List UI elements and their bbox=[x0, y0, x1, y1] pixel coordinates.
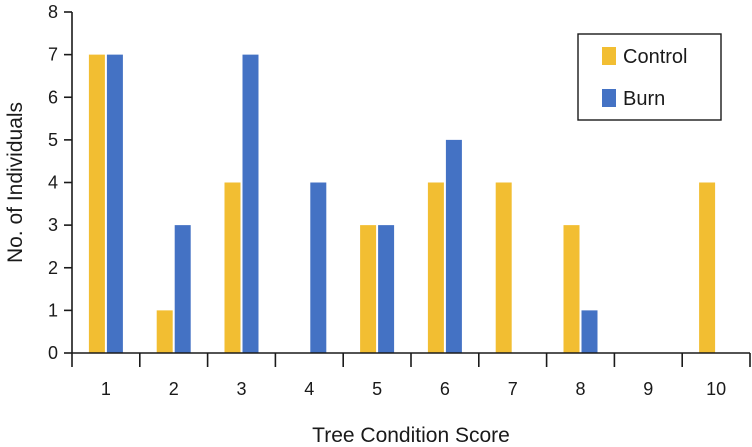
y-axis: 0 1 2 3 4 5 6 7 8 bbox=[48, 2, 73, 363]
bar-burn-2 bbox=[174, 225, 191, 353]
x-tick-label: 8 bbox=[575, 379, 585, 399]
legend-swatch-control bbox=[602, 47, 616, 65]
bar-control-2 bbox=[156, 310, 173, 353]
y-tick-label: 3 bbox=[48, 215, 58, 235]
bar-control-3 bbox=[224, 182, 241, 353]
y-tick-label: 8 bbox=[48, 2, 58, 22]
bar-control-1 bbox=[88, 54, 105, 353]
y-tick-label: 2 bbox=[48, 258, 58, 278]
x-tick-label: 5 bbox=[372, 379, 382, 399]
bar-control-10 bbox=[699, 182, 716, 353]
bar-burn-1 bbox=[106, 54, 123, 353]
legend-box bbox=[577, 33, 722, 121]
y-tick-label: 6 bbox=[48, 87, 58, 107]
x-tick-label: 4 bbox=[304, 379, 314, 399]
x-tick-label: 9 bbox=[643, 379, 653, 399]
y-axis-title: No. of Individuals bbox=[4, 102, 27, 263]
x-tick-label: 2 bbox=[169, 379, 179, 399]
y-tick-label: 0 bbox=[48, 343, 58, 363]
legend-label-burn: Burn bbox=[623, 88, 665, 110]
x-tick-label: 1 bbox=[101, 379, 111, 399]
bar-control-8 bbox=[563, 225, 580, 353]
bar-burn-3 bbox=[242, 54, 259, 353]
bar-burn-6 bbox=[445, 139, 462, 353]
bar-control-7 bbox=[495, 182, 512, 353]
y-tick-label: 1 bbox=[48, 300, 58, 320]
bar-control-5 bbox=[360, 225, 377, 353]
y-tick-label: 7 bbox=[48, 45, 58, 65]
bar-burn-4 bbox=[310, 182, 327, 353]
legend-label-control: Control bbox=[623, 46, 687, 68]
bar-burn-8 bbox=[581, 310, 598, 353]
x-tick-label: 10 bbox=[706, 379, 726, 399]
bars-group bbox=[88, 54, 716, 353]
legend: Control Burn bbox=[577, 33, 722, 121]
y-tick-label: 5 bbox=[48, 130, 58, 150]
x-axis: 1 2 3 4 5 6 7 8 9 10 bbox=[71, 352, 751, 399]
x-tick-label: 7 bbox=[508, 379, 518, 399]
legend-swatch-burn bbox=[602, 89, 616, 107]
x-tick-label: 6 bbox=[440, 379, 450, 399]
y-tick-label: 4 bbox=[48, 173, 58, 193]
bar-burn-5 bbox=[378, 225, 395, 353]
x-tick-label: 3 bbox=[236, 379, 246, 399]
x-axis-title: Tree Condition Score bbox=[312, 424, 510, 447]
bar-control-6 bbox=[427, 182, 444, 353]
